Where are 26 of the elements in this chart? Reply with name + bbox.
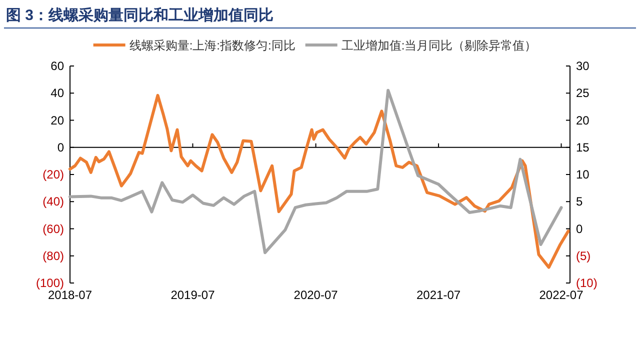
y-tick-label: (80) <box>42 248 64 263</box>
y2-tick-label: (5) <box>576 248 591 263</box>
y-tick-label: 0 <box>57 140 64 154</box>
x-tick-label: 2020-07 <box>294 288 338 302</box>
y-tick-label: (20) <box>42 168 64 182</box>
y-tick-label: (40) <box>42 194 64 209</box>
y-tick-label: 60 <box>50 59 64 73</box>
y-tick-label: (60) <box>42 222 64 236</box>
y2-tick-label: 20 <box>576 113 590 128</box>
legend-label: 工业增加值:当月同比（剔除异常值） <box>341 38 537 52</box>
chart-title: 图 3：线螺采购量同比和工业增加值同比 <box>6 7 274 24</box>
y2-tick-label: 30 <box>576 59 590 73</box>
y-tick-label: 20 <box>50 113 64 128</box>
y2-tick-label: 25 <box>576 86 590 100</box>
y2-tick-label: 10 <box>576 168 590 182</box>
y2-tick-label: (10) <box>576 276 598 290</box>
x-tick-label: 2021-07 <box>416 288 461 302</box>
x-tick-label: 2018-07 <box>48 288 92 302</box>
x-tick-label: 2019-07 <box>170 288 216 302</box>
y2-tick-label: 5 <box>576 194 583 209</box>
y2-tick-label: 15 <box>576 140 590 154</box>
x-tick-label: 2022-07 <box>539 288 584 302</box>
y-tick-label: 40 <box>50 86 64 100</box>
y2-tick-label: 0 <box>576 222 583 236</box>
legend-label: 线螺采购量:上海:指数修匀:同比 <box>129 38 296 52</box>
y-tick-label: (100) <box>36 276 64 290</box>
